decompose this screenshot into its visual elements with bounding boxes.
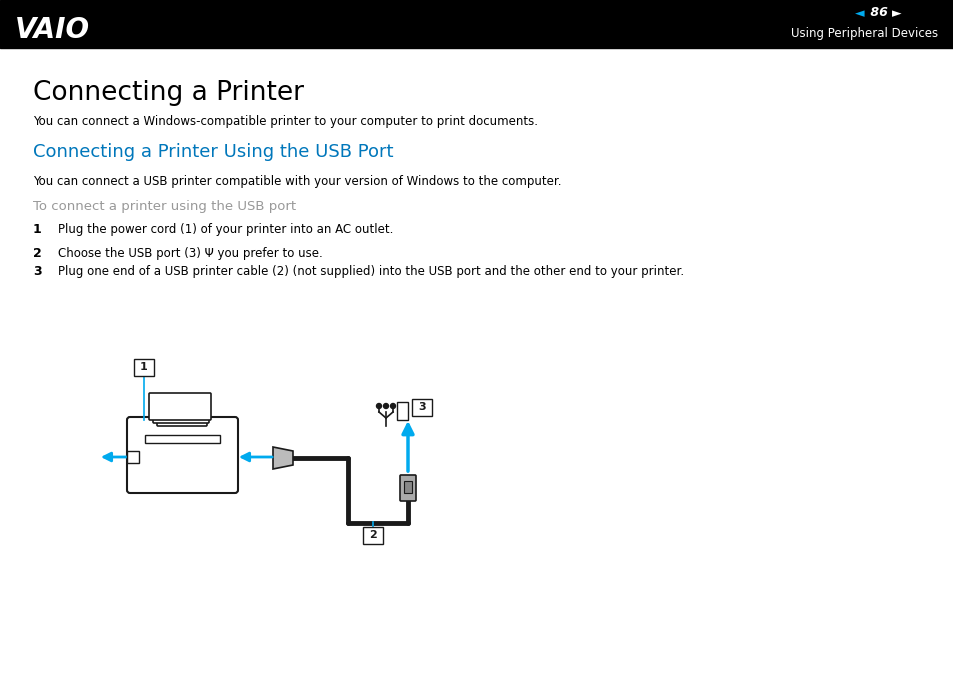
FancyBboxPatch shape — [149, 393, 211, 420]
FancyBboxPatch shape — [412, 399, 432, 416]
FancyBboxPatch shape — [396, 402, 408, 420]
Text: Plug the power cord (1) of your printer into an AC outlet.: Plug the power cord (1) of your printer … — [58, 223, 393, 236]
FancyBboxPatch shape — [133, 359, 153, 376]
Polygon shape — [273, 447, 293, 469]
Text: 3: 3 — [33, 265, 42, 278]
Text: 2: 2 — [369, 530, 376, 541]
Bar — [127, 451, 139, 463]
Bar — [145, 435, 220, 443]
Text: 1: 1 — [140, 363, 148, 373]
Text: Connecting a Printer Using the USB Port: Connecting a Printer Using the USB Port — [33, 143, 393, 161]
Text: Choose the USB port (3) Ψ you prefer to use.: Choose the USB port (3) Ψ you prefer to … — [58, 247, 322, 260]
FancyBboxPatch shape — [157, 399, 207, 426]
Text: Plug one end of a USB printer cable (2) (not supplied) into the USB port and the: Plug one end of a USB printer cable (2) … — [58, 265, 683, 278]
Text: To connect a printer using the USB port: To connect a printer using the USB port — [33, 200, 295, 213]
FancyBboxPatch shape — [399, 475, 416, 501]
FancyBboxPatch shape — [152, 396, 209, 423]
FancyBboxPatch shape — [363, 527, 382, 544]
Text: ►: ► — [891, 7, 901, 20]
Text: 2: 2 — [33, 247, 42, 260]
Circle shape — [390, 404, 395, 408]
Circle shape — [383, 404, 388, 408]
Text: 3: 3 — [417, 402, 425, 412]
Text: Using Peripheral Devices: Using Peripheral Devices — [790, 26, 937, 40]
Text: 86: 86 — [865, 7, 891, 20]
Text: VAIO: VAIO — [15, 16, 90, 44]
Text: Connecting a Printer: Connecting a Printer — [33, 80, 304, 106]
Bar — [403, 481, 412, 493]
Text: You can connect a Windows-compatible printer to your computer to print documents: You can connect a Windows-compatible pri… — [33, 115, 537, 128]
Text: ◄: ◄ — [854, 7, 863, 20]
FancyBboxPatch shape — [127, 417, 237, 493]
Circle shape — [376, 404, 381, 408]
Bar — [0, 0, 953, 48]
Text: You can connect a USB printer compatible with your version of Windows to the com: You can connect a USB printer compatible… — [33, 175, 561, 188]
Text: 1: 1 — [33, 223, 42, 236]
